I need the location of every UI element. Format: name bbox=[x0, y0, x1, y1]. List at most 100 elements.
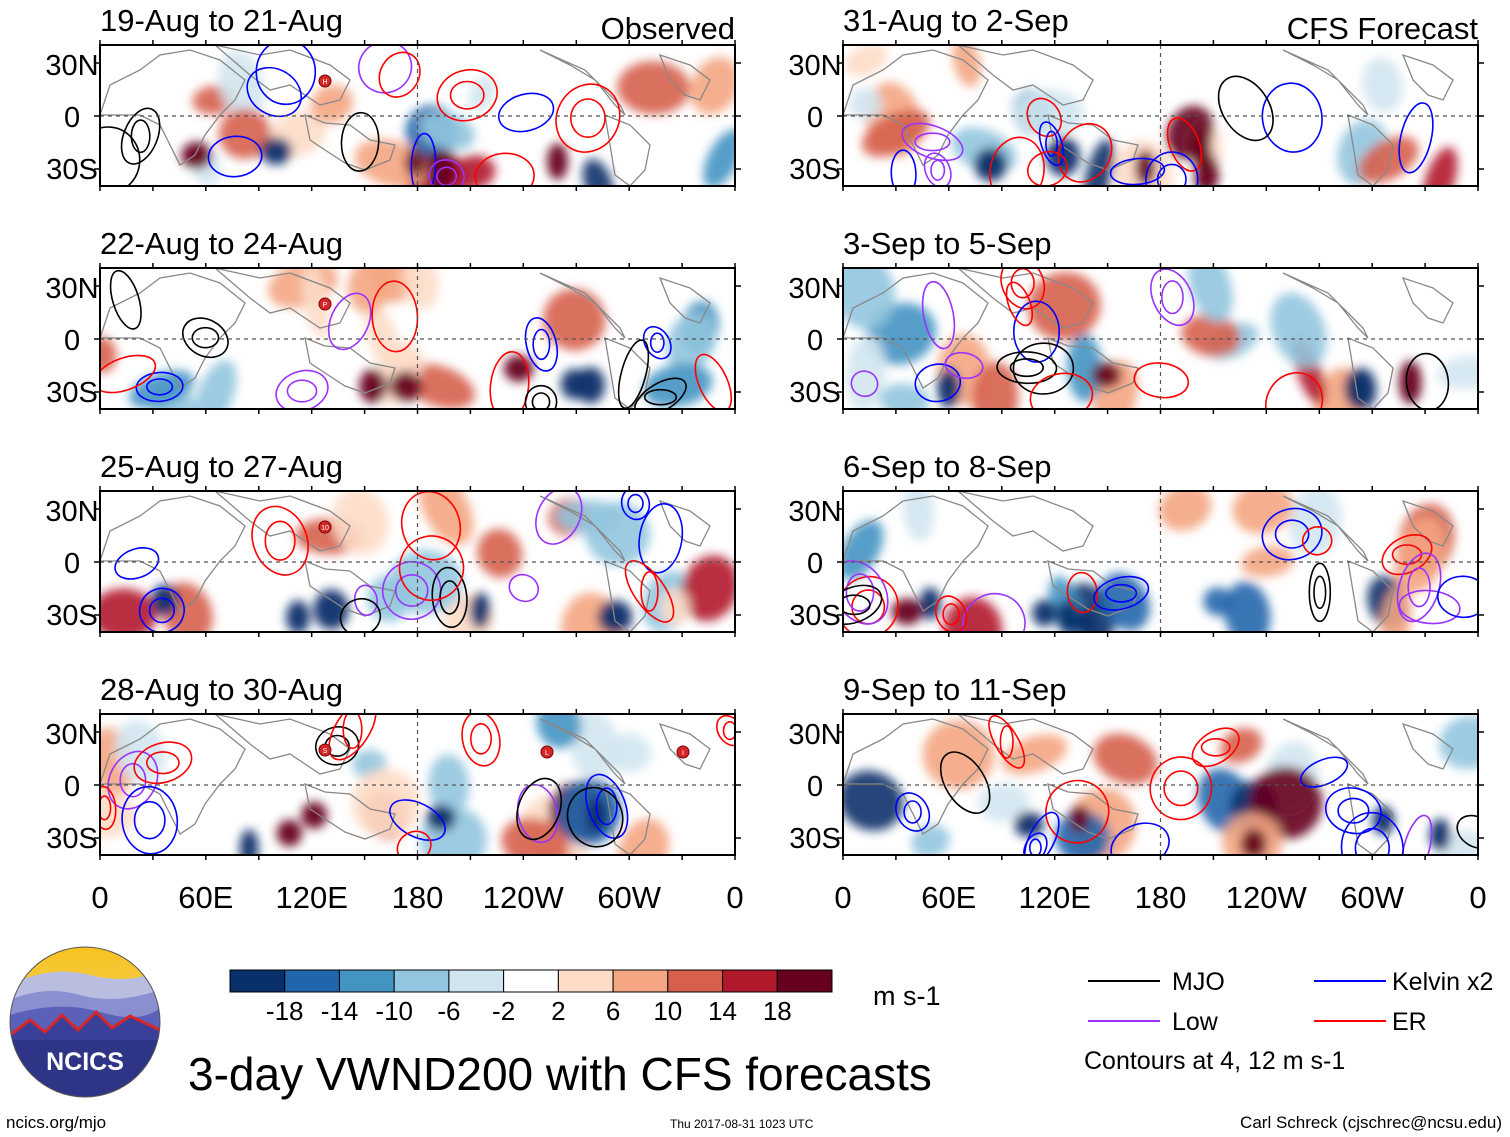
latitude-label: 30S bbox=[46, 154, 98, 186]
longitude-label: 120W bbox=[483, 880, 565, 915]
longitude-label: 180 bbox=[392, 880, 444, 915]
logo-text: NCICS bbox=[46, 1048, 124, 1076]
colorbar-swatch bbox=[722, 969, 778, 993]
latitude-label: 30N bbox=[788, 719, 841, 751]
storm-marker-icon: P bbox=[318, 297, 332, 311]
colorbar-swatch bbox=[557, 969, 614, 993]
colorbar-tick-label: 18 bbox=[763, 996, 792, 1026]
storm-marker-icon: S bbox=[318, 743, 332, 757]
colorbar-swatch bbox=[503, 969, 559, 993]
longitude-label: 0 bbox=[726, 880, 743, 915]
panel-date-range: 6-Sep to 8-Sep bbox=[843, 449, 1052, 484]
colorbar: -18 -14 -10 -6 -2 2 6 10 14 18 m s-1 bbox=[229, 969, 941, 1026]
colorbar-swatch bbox=[284, 969, 340, 993]
legend-label-low: Low bbox=[1172, 1008, 1219, 1036]
map-panel-obs1: H 19-Aug to 21-Aug Observed 30N 0 30S bbox=[45, 3, 741, 191]
panel-tag: Observed bbox=[601, 11, 735, 46]
author-credit: Carl Schreck (cjschrec@ncsu.edu) bbox=[1240, 1113, 1502, 1132]
colorbar-tick-label: 10 bbox=[653, 996, 682, 1026]
panel-date-range: 3-Sep to 5-Sep bbox=[843, 226, 1052, 261]
latitude-label: 30S bbox=[789, 154, 841, 186]
longitude-label: 60E bbox=[921, 880, 976, 915]
storm-label: H bbox=[322, 79, 327, 86]
latitude-label: 30S bbox=[46, 600, 98, 632]
latitude-label: 30S bbox=[46, 377, 98, 409]
timestamp: Thu 2017-08-31 1023 UTC bbox=[670, 1117, 814, 1131]
storm-marker-icon: H bbox=[318, 74, 332, 88]
contour-legend: MJO Kelvin x2 Low ER Contours at 4, 12 m… bbox=[1084, 968, 1493, 1075]
colorbar-labels: -18 -14 -10 -6 -2 2 6 10 14 18 bbox=[266, 996, 792, 1026]
latitude-label: 0 bbox=[807, 325, 823, 357]
latitude-label: 30N bbox=[45, 273, 98, 305]
colorbar-swatch bbox=[393, 969, 450, 993]
colorbar-swatch bbox=[667, 969, 724, 993]
latitude-label: 0 bbox=[807, 771, 823, 803]
latitude-label: 0 bbox=[64, 771, 80, 803]
storm-label: P bbox=[323, 302, 328, 309]
panel-grid: H 19-Aug to 21-Aug Observed 30N 0 30S P 22-Aug … bbox=[45, 3, 1484, 860]
colorbar-swatch bbox=[448, 969, 505, 993]
colorbar-swatch bbox=[229, 969, 286, 993]
latitude-label: 30S bbox=[789, 823, 841, 855]
colorbar-tick-label: -18 bbox=[266, 996, 304, 1026]
longitude-label: 120W bbox=[1226, 880, 1308, 915]
latitude-label: 30S bbox=[789, 377, 841, 409]
colorbar-swatch bbox=[612, 969, 669, 993]
storm-label: I bbox=[682, 750, 684, 757]
panel-date-range: 19-Aug to 21-Aug bbox=[100, 3, 343, 38]
panel-date-range: 28-Aug to 30-Aug bbox=[100, 672, 343, 707]
storm-marker-icon: L bbox=[540, 745, 554, 759]
longitude-label: 0 bbox=[91, 880, 108, 915]
longitude-axes: 0 60E 120E 180 120W 60W 0 0 60E 120E 180 120W 60W 0 bbox=[91, 880, 1486, 915]
panel-date-range: 25-Aug to 27-Aug bbox=[100, 449, 343, 484]
latitude-label: 0 bbox=[64, 325, 80, 357]
colorbar-tick-label: -10 bbox=[375, 996, 413, 1026]
colorbar-tick-label: -6 bbox=[437, 996, 460, 1026]
longitude-label: 0 bbox=[1469, 880, 1486, 915]
latitude-label: 30N bbox=[788, 273, 841, 305]
contour-note: Contours at 4, 12 m s-1 bbox=[1084, 1047, 1345, 1075]
latitude-label: 30N bbox=[788, 496, 841, 528]
longitude-label: 60E bbox=[178, 880, 233, 915]
latitude-label: 30S bbox=[789, 600, 841, 632]
storm-marker-icon: 10 bbox=[318, 520, 332, 534]
longitude-label: 60W bbox=[1340, 880, 1404, 915]
longitude-label: 0 bbox=[834, 880, 851, 915]
colorbar-tick-label: 2 bbox=[551, 996, 565, 1026]
longitude-label: 180 bbox=[1135, 880, 1187, 915]
figure-title: 3-day VWND200 with CFS forecasts bbox=[188, 1048, 932, 1100]
storm-label: S bbox=[323, 748, 328, 755]
legend-label-kelvin: Kelvin x2 bbox=[1392, 968, 1493, 996]
latitude-label: 30S bbox=[46, 823, 98, 855]
colorbar-swatch bbox=[338, 969, 395, 993]
latitude-label: 0 bbox=[807, 548, 823, 580]
ncics-logo: NCICS bbox=[9, 946, 161, 1098]
panel-date-range: 22-Aug to 24-Aug bbox=[100, 226, 343, 261]
latitude-label: 30N bbox=[45, 719, 98, 751]
latitude-label: 0 bbox=[64, 102, 80, 134]
map-panel-fc1: 31-Aug to 2-Sep CFS Forecast 30N 0 30S bbox=[788, 3, 1484, 191]
latitude-label: 30N bbox=[788, 50, 841, 82]
source-url: ncics.org/mjo bbox=[6, 1113, 106, 1132]
colorbar-swatch bbox=[776, 969, 833, 993]
panel-tag: CFS Forecast bbox=[1287, 11, 1479, 46]
latitude-label: 0 bbox=[807, 102, 823, 134]
longitude-label: 60W bbox=[597, 880, 661, 915]
latitude-label: 30N bbox=[45, 50, 98, 82]
legend-label-mjo: MJO bbox=[1172, 968, 1225, 996]
longitude-label: 120E bbox=[1018, 880, 1090, 915]
colorbar-tick-label: 6 bbox=[606, 996, 620, 1026]
colorbar-units: m s-1 bbox=[873, 981, 941, 1011]
colorbar-tick-label: -2 bbox=[492, 996, 515, 1026]
latitude-label: 30N bbox=[45, 496, 98, 528]
storm-marker-icon: I bbox=[676, 745, 690, 759]
latitude-label: 0 bbox=[64, 548, 80, 580]
colorbar-tick-label: -14 bbox=[321, 996, 359, 1026]
legend-label-er: ER bbox=[1392, 1008, 1427, 1036]
